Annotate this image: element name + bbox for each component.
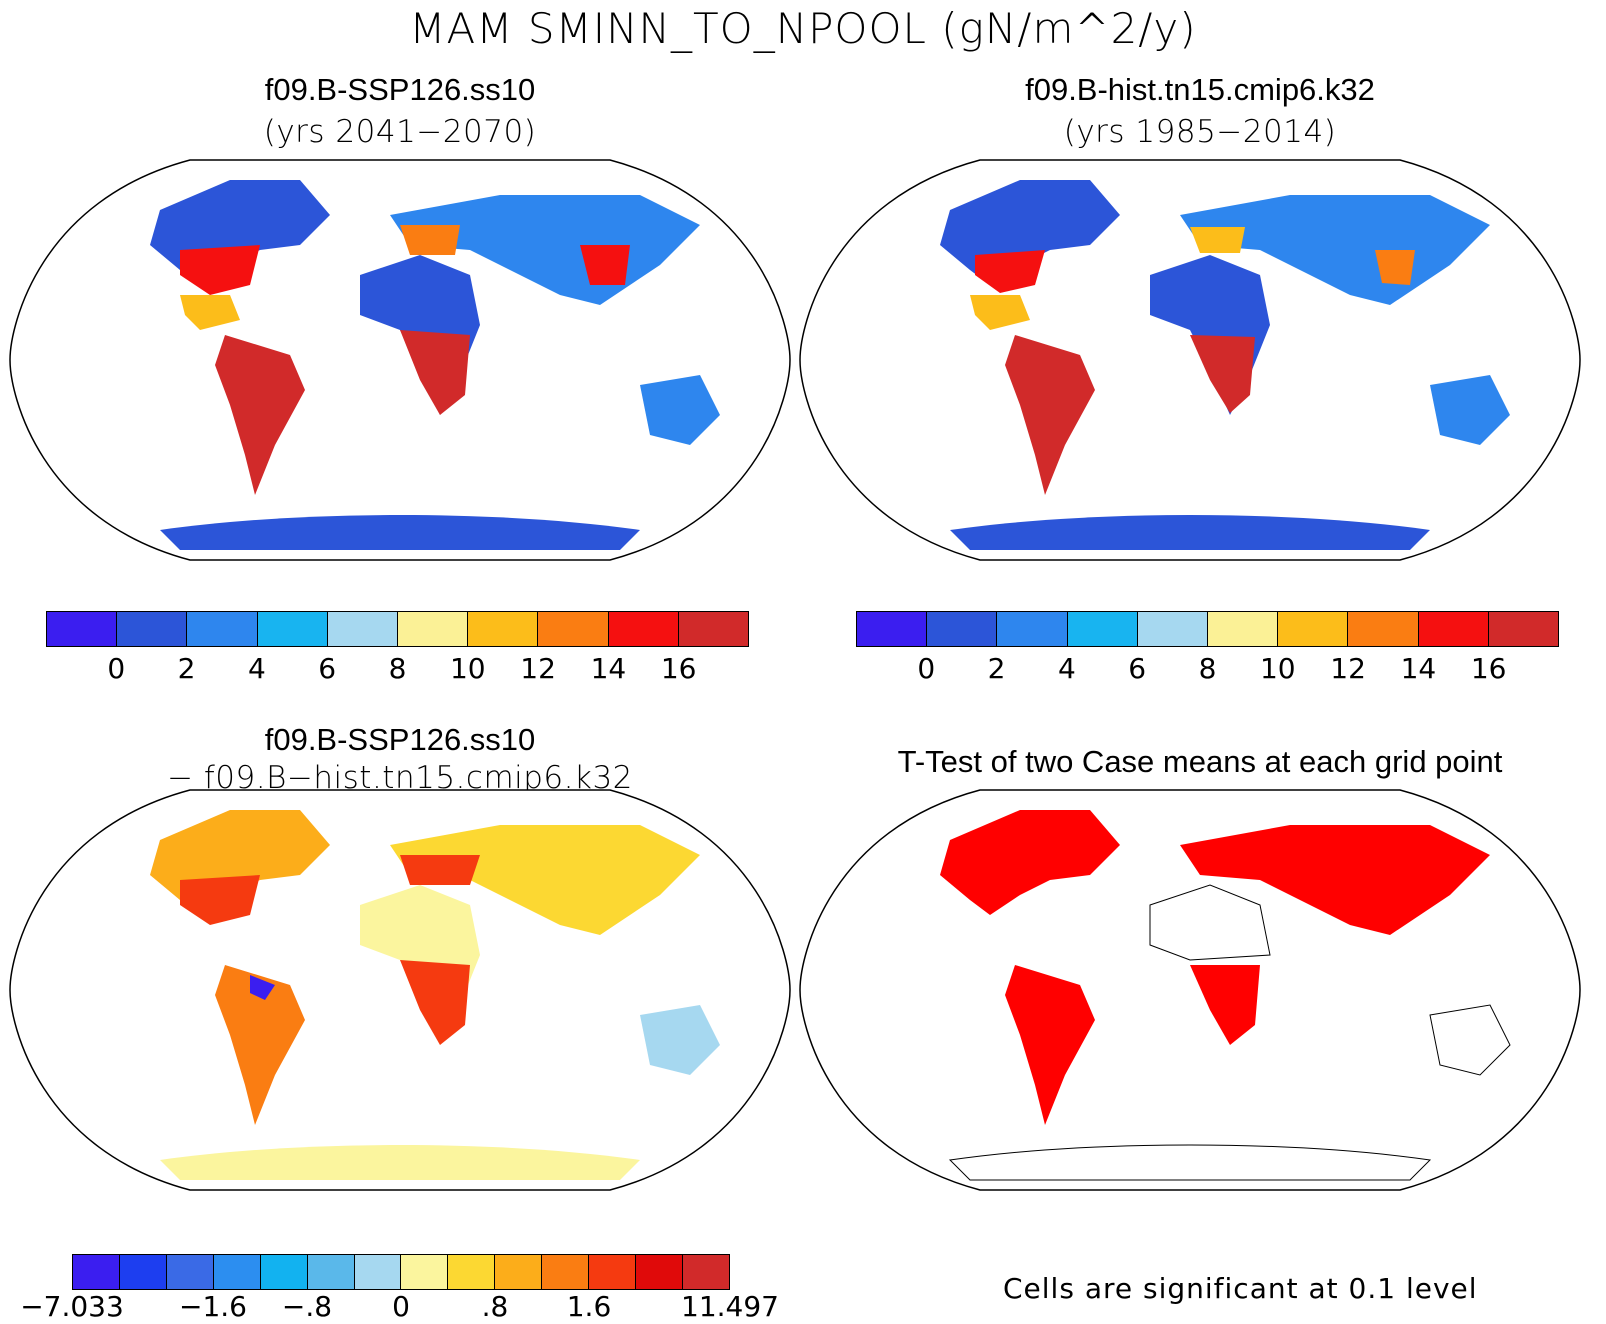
colorbar-segment	[1418, 612, 1489, 646]
colorbar-segment	[73, 1255, 120, 1289]
colorbar-segment	[448, 1255, 496, 1289]
colorbar-tick-label: 11.497	[681, 1290, 779, 1323]
colorbar-tick-label: −1.6	[179, 1290, 247, 1323]
colorbar-segment	[398, 612, 469, 646]
colorbar-tick-label: 6	[1128, 652, 1147, 685]
colorbar-tick-label: 0	[107, 652, 126, 685]
colorbar-bottom-left	[72, 1254, 730, 1290]
colorbar-segment	[187, 612, 258, 646]
colorbar-tick-label: 12	[520, 652, 556, 685]
colorbar-segment	[166, 1255, 214, 1289]
colorbar-ticks-top-right: 0 2 4 6 8 10 12 14 16	[856, 652, 1559, 686]
colorbar-tick-label: 16	[1470, 652, 1507, 685]
colorbar-tick-label: 1.6	[566, 1290, 612, 1323]
colorbar-segment	[354, 1255, 402, 1289]
colorbar-segment	[857, 612, 928, 646]
colorbar-segment	[1278, 612, 1349, 646]
panel-case-name-top-left: f09.B-SSP126.ss10	[264, 72, 536, 107]
panel-years-top-left: (yrs 2041−2070)	[263, 114, 537, 150]
colorbar-segment	[589, 1255, 637, 1289]
colorbar-segment	[997, 612, 1068, 646]
colorbar-segment	[47, 612, 118, 646]
colorbar-segment	[678, 612, 749, 646]
colorbar-top-right	[856, 611, 1559, 647]
colorbar-tick-label: 4	[1057, 652, 1076, 685]
colorbar-segment	[636, 1255, 683, 1289]
colorbar-ticks-bottom-left: −7.033 −1.6 −.8 0 .8 1.6 11.497	[20, 1290, 779, 1324]
colorbar-tick-label: 14	[590, 652, 627, 685]
colorbar-segment	[1348, 612, 1419, 646]
panel-case-name-bottom-left: f09.B-SSP126.ss10	[264, 722, 536, 757]
figure-title: MAM SMINN_TO_NPOOL (gN/m^2/y)	[409, 4, 1197, 53]
land-fields	[940, 180, 1510, 550]
colorbar-segment	[260, 1255, 308, 1289]
panel-case-name-top-right: f09.B-hist.tn15.cmip6.k32	[1025, 72, 1375, 107]
significance-fields	[940, 810, 1511, 1181]
colorbar-segment	[401, 1255, 449, 1289]
colorbar-segment	[927, 612, 998, 646]
colorbar-tick-label: 0	[917, 652, 936, 685]
significance-note: Cells are significant at 0.1 level	[1003, 1272, 1478, 1305]
panel-title-bottom-right: T-Test of two Case means at each grid po…	[897, 744, 1503, 779]
colorbar-ticks-top-left: 0 2 4 6 8 10 12 14 16	[46, 652, 749, 686]
colorbar-tick-label: 8	[388, 652, 407, 685]
colorbar-segment	[1208, 612, 1279, 646]
colorbar-tick-label: 4	[247, 652, 266, 685]
colorbar-segment	[257, 612, 328, 646]
colorbar-tick-label: .8	[481, 1290, 509, 1323]
colorbar-segment	[682, 1255, 729, 1289]
colorbar-tick-label: 10	[449, 652, 486, 685]
colorbar-segment	[1137, 612, 1209, 646]
colorbar-segment	[117, 612, 188, 646]
map-panel-bottom-left	[9, 789, 791, 1191]
map-panel-top-right	[799, 159, 1581, 561]
colorbar-tick-label: 12	[1330, 652, 1366, 685]
colorbar-tick-label: 16	[660, 652, 697, 685]
colorbar-segment	[307, 1255, 355, 1289]
panel-years-top-right: (yrs 1985−2014)	[1063, 114, 1337, 150]
colorbar-top-left	[46, 611, 749, 647]
land-fields	[150, 180, 720, 550]
colorbar-segment	[119, 1255, 167, 1289]
colorbar-tick-label: 10	[1259, 652, 1296, 685]
colorbar-segment	[538, 612, 609, 646]
colorbar-segment	[213, 1255, 261, 1289]
map-panel-bottom-right	[799, 789, 1581, 1191]
colorbar-segment	[468, 612, 539, 646]
land-fields	[150, 810, 720, 1180]
colorbar-segment	[542, 1255, 590, 1289]
map-panel-top-left	[9, 159, 791, 561]
colorbar-segment	[495, 1255, 543, 1289]
colorbar-tick-label: 8	[1198, 652, 1217, 685]
colorbar-tick-label: 14	[1400, 652, 1437, 685]
colorbar-tick-label: 2	[177, 652, 196, 685]
colorbar-segment	[1067, 612, 1138, 646]
colorbar-tick-label: −.8	[281, 1290, 333, 1323]
colorbar-segment	[1488, 612, 1559, 646]
colorbar-segment	[608, 612, 679, 646]
colorbar-segment	[327, 612, 399, 646]
colorbar-tick-label: 2	[987, 652, 1006, 685]
colorbar-tick-label: 6	[318, 652, 337, 685]
colorbar-tick-label: 0	[392, 1290, 410, 1323]
colorbar-tick-label: −7.033	[20, 1290, 124, 1323]
